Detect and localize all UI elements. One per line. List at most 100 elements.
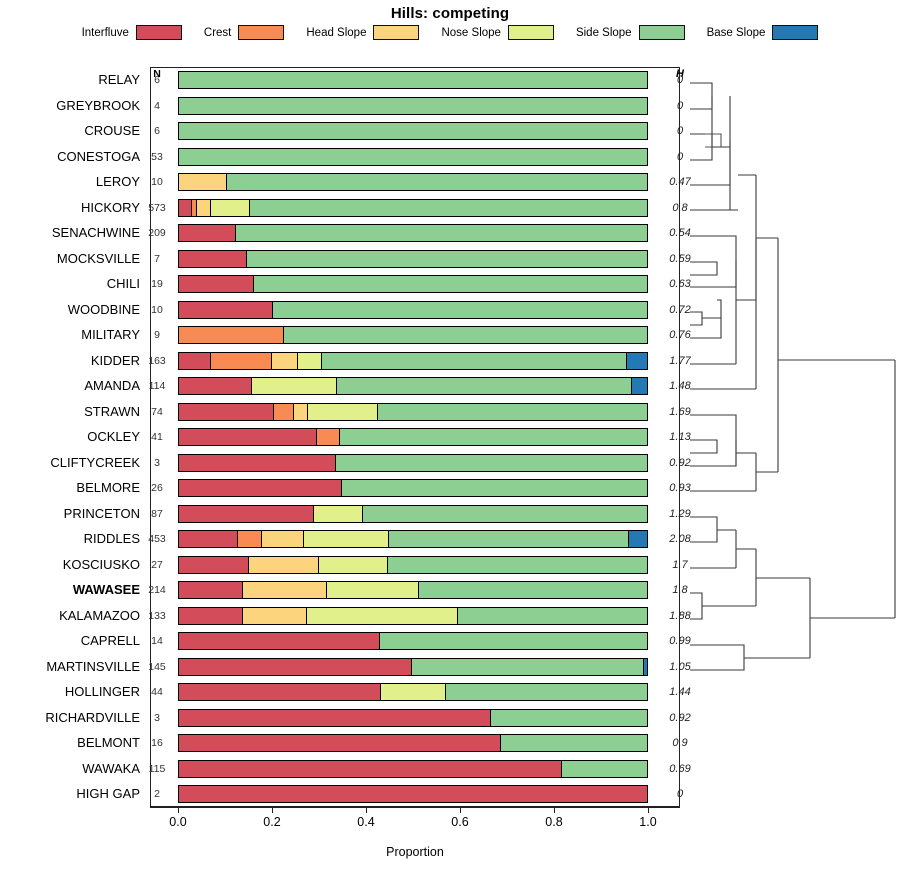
bar-segment — [306, 607, 458, 624]
row-label: CROUSE — [84, 123, 140, 138]
row-n-value: 114 — [148, 380, 166, 392]
table-row: KALAMAZOO 133 1.88 — [0, 603, 900, 629]
table-row: MOCKSVILLE 7 0.59 — [0, 246, 900, 272]
legend-swatch — [135, 25, 182, 40]
row-label: PRINCETON — [63, 505, 140, 521]
dendrogram-svg — [690, 82, 896, 671]
bar-segment — [179, 531, 239, 547]
table-row: CHILI 19 0.63 — [0, 271, 900, 297]
row-label: MILITARY — [81, 327, 140, 342]
row-n-value: 209 — [148, 227, 166, 239]
table-row: RELAY 6 0 — [0, 67, 900, 93]
row-h-value: 0.59 — [669, 252, 691, 265]
x-axis-line — [150, 807, 680, 808]
bar-segment — [179, 250, 247, 267]
bar-segment — [632, 378, 647, 394]
bar-segment — [501, 735, 647, 751]
stacked-bar — [178, 581, 648, 599]
bar-segment — [179, 199, 193, 216]
row-n-value: 115 — [148, 762, 166, 775]
column-header-n: N — [153, 68, 161, 80]
row-h-value: 1.13 — [669, 431, 691, 443]
bar-segment — [561, 760, 647, 777]
bar-segment — [236, 225, 647, 241]
row-h-value: 0.47 — [669, 176, 691, 188]
bar-segment — [210, 199, 251, 216]
table-row: MARTINSVILLE 145 1.05 — [0, 654, 900, 680]
row-label: CONESTOGA — [57, 148, 140, 164]
x-tick-label: 1.0 — [639, 815, 657, 829]
x-tick-label: 0.6 — [451, 815, 469, 829]
row-h-value: 1.48 — [669, 380, 691, 392]
table-row: RIDDLES 453 2.08 — [0, 526, 900, 552]
bar-segment — [411, 658, 644, 675]
bar-segment — [238, 531, 263, 547]
bar-segment — [179, 760, 562, 777]
row-h-value: 0.93 — [669, 482, 691, 494]
row-h-value: 0 — [676, 125, 684, 137]
table-row: SENACHWINE 209 0.54 — [0, 220, 900, 246]
row-n-value: 133 — [148, 609, 166, 622]
bar-segment — [271, 352, 299, 369]
row-h-value: 0.9 — [672, 737, 688, 749]
bar-segment — [380, 633, 647, 649]
row-n-value: 41 — [151, 431, 163, 443]
table-row: GREYBROOK 4 0 — [0, 93, 900, 119]
x-axis-title: Proportion — [386, 845, 444, 859]
row-n-value: 27 — [151, 558, 163, 571]
table-row: STRAWN 74 1.69 — [0, 399, 900, 425]
row-n-value: 26 — [151, 482, 163, 494]
bar-segment — [179, 709, 492, 726]
bar-segment — [377, 403, 647, 420]
x-tick — [178, 807, 179, 813]
bar-segment — [643, 658, 648, 675]
stacked-bar — [178, 759, 648, 778]
stacked-bar — [178, 504, 648, 523]
row-n-value: 44 — [151, 686, 163, 698]
bar-segment — [250, 199, 647, 216]
stacked-bar — [178, 708, 648, 727]
stacked-bar — [178, 71, 648, 89]
row-label: CHILI — [106, 276, 140, 291]
stacked-bar — [178, 351, 648, 370]
row-h-value: 1.69 — [669, 405, 691, 418]
row-h-value: 1.77 — [669, 354, 691, 367]
row-label: HICKORY — [81, 199, 140, 215]
stacked-bar — [178, 632, 648, 650]
bar-segment — [179, 556, 249, 573]
row-label: HOLLINGER — [64, 684, 140, 699]
bar-segment — [491, 709, 647, 726]
row-h-value: 1.88 — [669, 609, 691, 622]
bar-segment — [179, 658, 412, 675]
stacked-bar — [178, 122, 648, 140]
row-label: RELAY — [98, 72, 140, 87]
x-tick-label: 0.8 — [545, 815, 563, 829]
bar-segment — [388, 531, 629, 547]
row-label: LEROY — [95, 174, 140, 189]
stacked-bar — [178, 683, 648, 701]
table-row: PRINCETON 87 1.29 — [0, 501, 900, 527]
bar-segment — [316, 429, 341, 445]
stacked-bar — [178, 428, 648, 446]
row-h-value: 1.7 — [672, 558, 688, 571]
legend-item: Crest — [204, 25, 285, 40]
stacked-bar — [178, 530, 648, 548]
table-row: CROUSE 6 0 — [0, 118, 900, 144]
stacked-bar — [178, 224, 648, 242]
bar-segment — [179, 174, 227, 190]
row-label: CAPRELL — [80, 633, 140, 648]
bar-segment — [246, 250, 647, 267]
bar-segment — [341, 480, 647, 496]
legend-item-label: Head Slope — [306, 26, 367, 39]
legend-swatch — [772, 25, 819, 40]
page-title: Hills: competing — [390, 5, 510, 22]
row-h-value: 2.08 — [669, 533, 691, 545]
row-n-value: 19 — [151, 278, 163, 290]
stacked-bar — [178, 96, 648, 115]
table-row: CLIFTYCREEK 3 0.92 — [0, 450, 900, 476]
bar-segment — [179, 480, 342, 496]
bar-segment — [307, 403, 378, 420]
legend-item: Nose Slope — [441, 25, 554, 40]
stacked-bar — [178, 734, 648, 752]
